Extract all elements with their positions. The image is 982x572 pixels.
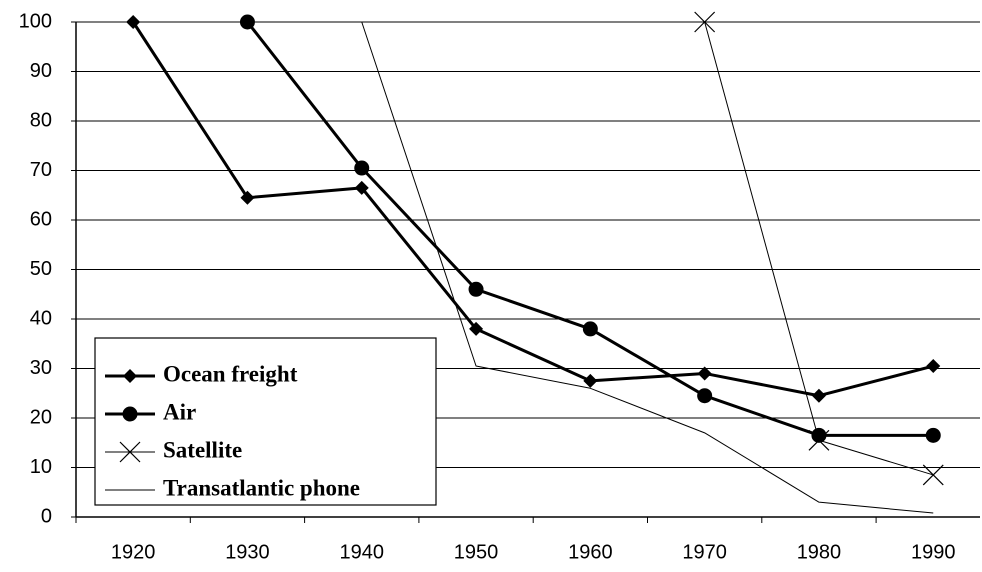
marker-circle (811, 427, 827, 443)
y-tick-label: 10 (30, 456, 52, 478)
marker-diamond (926, 359, 941, 374)
y-tick-label: 60 (30, 208, 52, 230)
x-tick-label: 1990 (911, 541, 956, 563)
legend: Ocean freight Air Satellite Transatlantic p… (94, 337, 437, 506)
y-tick-label: 0 (41, 505, 52, 527)
x-tick-label: 1940 (340, 541, 385, 563)
y-tick-label: 100 (19, 10, 52, 32)
marker-circle (239, 14, 255, 30)
marker-x (922, 464, 944, 486)
x-tick-label: 1980 (797, 541, 842, 563)
marker-diamond (697, 366, 712, 381)
y-tick-label: 20 (30, 406, 52, 428)
legend-box (94, 337, 437, 506)
y-tick-label: 70 (30, 159, 52, 181)
marker-circle (468, 281, 484, 297)
marker-x (694, 11, 716, 33)
x-tick-label: 1930 (225, 541, 270, 563)
series-line (361, 21, 934, 514)
series-line (131, 21, 934, 398)
marker-diamond (240, 190, 255, 205)
marker-diamond (354, 180, 369, 195)
x-tick-label: 1950 (454, 541, 499, 563)
legend-label: Ocean freight (163, 361, 298, 386)
marker-diamond (811, 388, 826, 403)
y-tick-label: 80 (30, 109, 52, 131)
marker-circle (582, 321, 598, 337)
y-tick-label: 50 (30, 258, 52, 280)
marker-diamond (126, 15, 141, 29)
marker-circle (697, 388, 713, 404)
x-tick-label: 1920 (111, 541, 156, 563)
legend-label: Transatlantic phone (163, 475, 360, 500)
y-tick-label: 30 (30, 357, 52, 379)
legend-label: Satellite (163, 437, 242, 462)
y-tick-label: 90 (30, 60, 52, 82)
marker-circle (354, 160, 370, 176)
marker-circle (925, 427, 941, 443)
x-tick-label: 1960 (568, 541, 613, 563)
legend-label: Air (163, 399, 196, 424)
x-tick-label: 1970 (682, 541, 727, 563)
marker-diamond (123, 369, 137, 383)
marker-diamond (469, 321, 484, 336)
marker-x (808, 429, 830, 451)
marker-x (119, 441, 141, 463)
marker-circle (122, 406, 138, 422)
y-tick-label: 40 (30, 307, 52, 329)
marker-diamond (583, 373, 598, 388)
